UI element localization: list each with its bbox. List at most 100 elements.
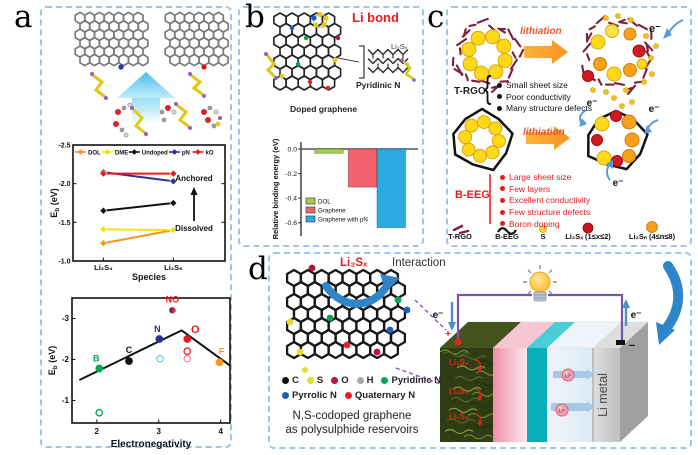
data-point (156, 354, 164, 363)
point-label: C (126, 345, 133, 355)
legend-label: S (540, 232, 546, 241)
graphene-sheet-right (164, 11, 230, 67)
data-point (172, 307, 176, 314)
point-label: O (191, 324, 200, 336)
zoom-connector-top (414, 299, 447, 331)
atom-legend-item: S (306, 375, 323, 386)
relative-binding-energy-bar-chart: 0.0 -0.2 -0.4 -0.6 Relative binding energy (… (271, 138, 418, 239)
panel-d-letter: d (248, 251, 268, 287)
panel-c-box (446, 6, 692, 247)
li-metal-face (593, 348, 620, 442)
anchored-annotation: Anchored (175, 174, 212, 183)
bar (376, 148, 406, 229)
lithiation-label-bottom: lithiation (523, 127, 565, 138)
bar (347, 148, 378, 188)
data-point (215, 358, 224, 367)
separator-face (527, 348, 547, 442)
y-tick-label: -1.5 (58, 220, 70, 227)
panel-b-letter: b (245, 0, 265, 35)
panel-a-letter: a (14, 0, 33, 35)
lithiation-arrow-bottom (526, 126, 570, 150)
bound-polysulfide (400, 58, 416, 82)
ketone-o-atom (201, 64, 207, 70)
atom-legend-item: Quaternary N (344, 390, 415, 401)
panel-a-molecular-diagram (74, 11, 230, 138)
y-tick-label: -3 (62, 314, 70, 323)
dissolved-annotation: Dissolved (175, 224, 213, 233)
pyridinic-n-label: Pyridinic N (356, 80, 401, 90)
solvent-molecules (113, 102, 222, 138)
bullet-item: Few structure defects (500, 207, 590, 217)
y-tick-label: -2 (62, 355, 70, 364)
x-tick-label: Li₂S₄ (94, 263, 113, 272)
electron-label: e⁻ (631, 310, 642, 321)
li2sx-label: Li₂Sₓ (391, 42, 408, 51)
y-axis-title: Relative binding energy (eV) (271, 138, 280, 239)
data-point (99, 206, 108, 215)
data-point (99, 169, 108, 178)
trgo-bullet-list: Small sheet size Poor conductivity Many st… (497, 80, 592, 114)
y-tick-label: -1 (62, 396, 70, 405)
beeg-label: B-EEG (455, 189, 490, 201)
data-point (99, 225, 108, 234)
data-point (95, 408, 104, 417)
light-bulb-icon (523, 265, 557, 302)
polysulfide-molecule-left (90, 72, 108, 100)
interaction-arrow-icon (322, 274, 400, 308)
discharge-arrow-icon (656, 261, 684, 345)
x-tick-label: 3 (157, 427, 162, 436)
li-bond-title: Li bond (352, 10, 399, 25)
legend-label: Li₂Sₙ (4≤n≤8) (628, 232, 676, 241)
zoom-connector-bottom (395, 367, 447, 387)
polysulfide-molecule-right (188, 72, 206, 98)
panel-a-box (40, 6, 232, 448)
y-tick-label: -0.4 (285, 196, 297, 203)
atom-legend-item: Pyrrolic N (282, 390, 337, 401)
bracket (359, 45, 365, 79)
polysulfide-molecule (264, 52, 278, 80)
legend-label: Graphene (318, 208, 346, 215)
y-tick-label: -2.0 (58, 181, 70, 188)
electron-label: e⁻ (613, 178, 624, 189)
bar (314, 148, 344, 154)
legend-label: Li₂Sₓ (1≤x≤2) (565, 232, 611, 241)
caption-line1: N,S-codoped graphene (292, 410, 412, 422)
interaction-label: Interaction (392, 257, 446, 269)
data-point (99, 239, 108, 248)
electron-label: e⁻ (433, 310, 444, 321)
doped-graphene-label: Doped graphene (290, 104, 358, 114)
data-point (125, 357, 133, 365)
electron-label: e⁻ (587, 98, 598, 109)
legend-label: kO (206, 150, 214, 156)
panel-b-molecular-diagram (264, 11, 416, 91)
data-point (183, 335, 192, 343)
x-tick-label: 4 (218, 427, 223, 436)
legend-label: Undoped (142, 150, 168, 156)
data-point (169, 199, 178, 207)
bullet-item: Small sheet size (497, 80, 592, 90)
y-axis-title: Eb (eV) (47, 346, 59, 375)
legend-label: B-EEG (495, 232, 519, 241)
panel-b-box (238, 6, 424, 247)
series-line (103, 202, 174, 212)
electrolyte-region (493, 348, 527, 442)
y-tick-label: -1.0 (58, 259, 70, 266)
pyridinic-n-atom (118, 64, 124, 70)
point-label: N (154, 324, 161, 334)
y-axis-title: Eb (eV) (49, 188, 61, 217)
axes-frame (72, 144, 226, 262)
x-tick-label: 2 (95, 427, 100, 436)
y-tick-label: -0.2 (285, 171, 297, 178)
atom-legend-item: O (331, 375, 349, 386)
point-label: F (219, 346, 225, 356)
separator-top (527, 322, 575, 348)
atom-legend-item: H (356, 375, 373, 386)
plus-terminal-label: + (445, 329, 451, 340)
callout-line (337, 57, 360, 63)
series-line (103, 228, 174, 232)
electron-label: e⁻ (649, 104, 660, 115)
x-tick-label: Li₂S₆ (164, 263, 182, 272)
point-label: NO (166, 294, 180, 304)
data-point (169, 226, 178, 234)
